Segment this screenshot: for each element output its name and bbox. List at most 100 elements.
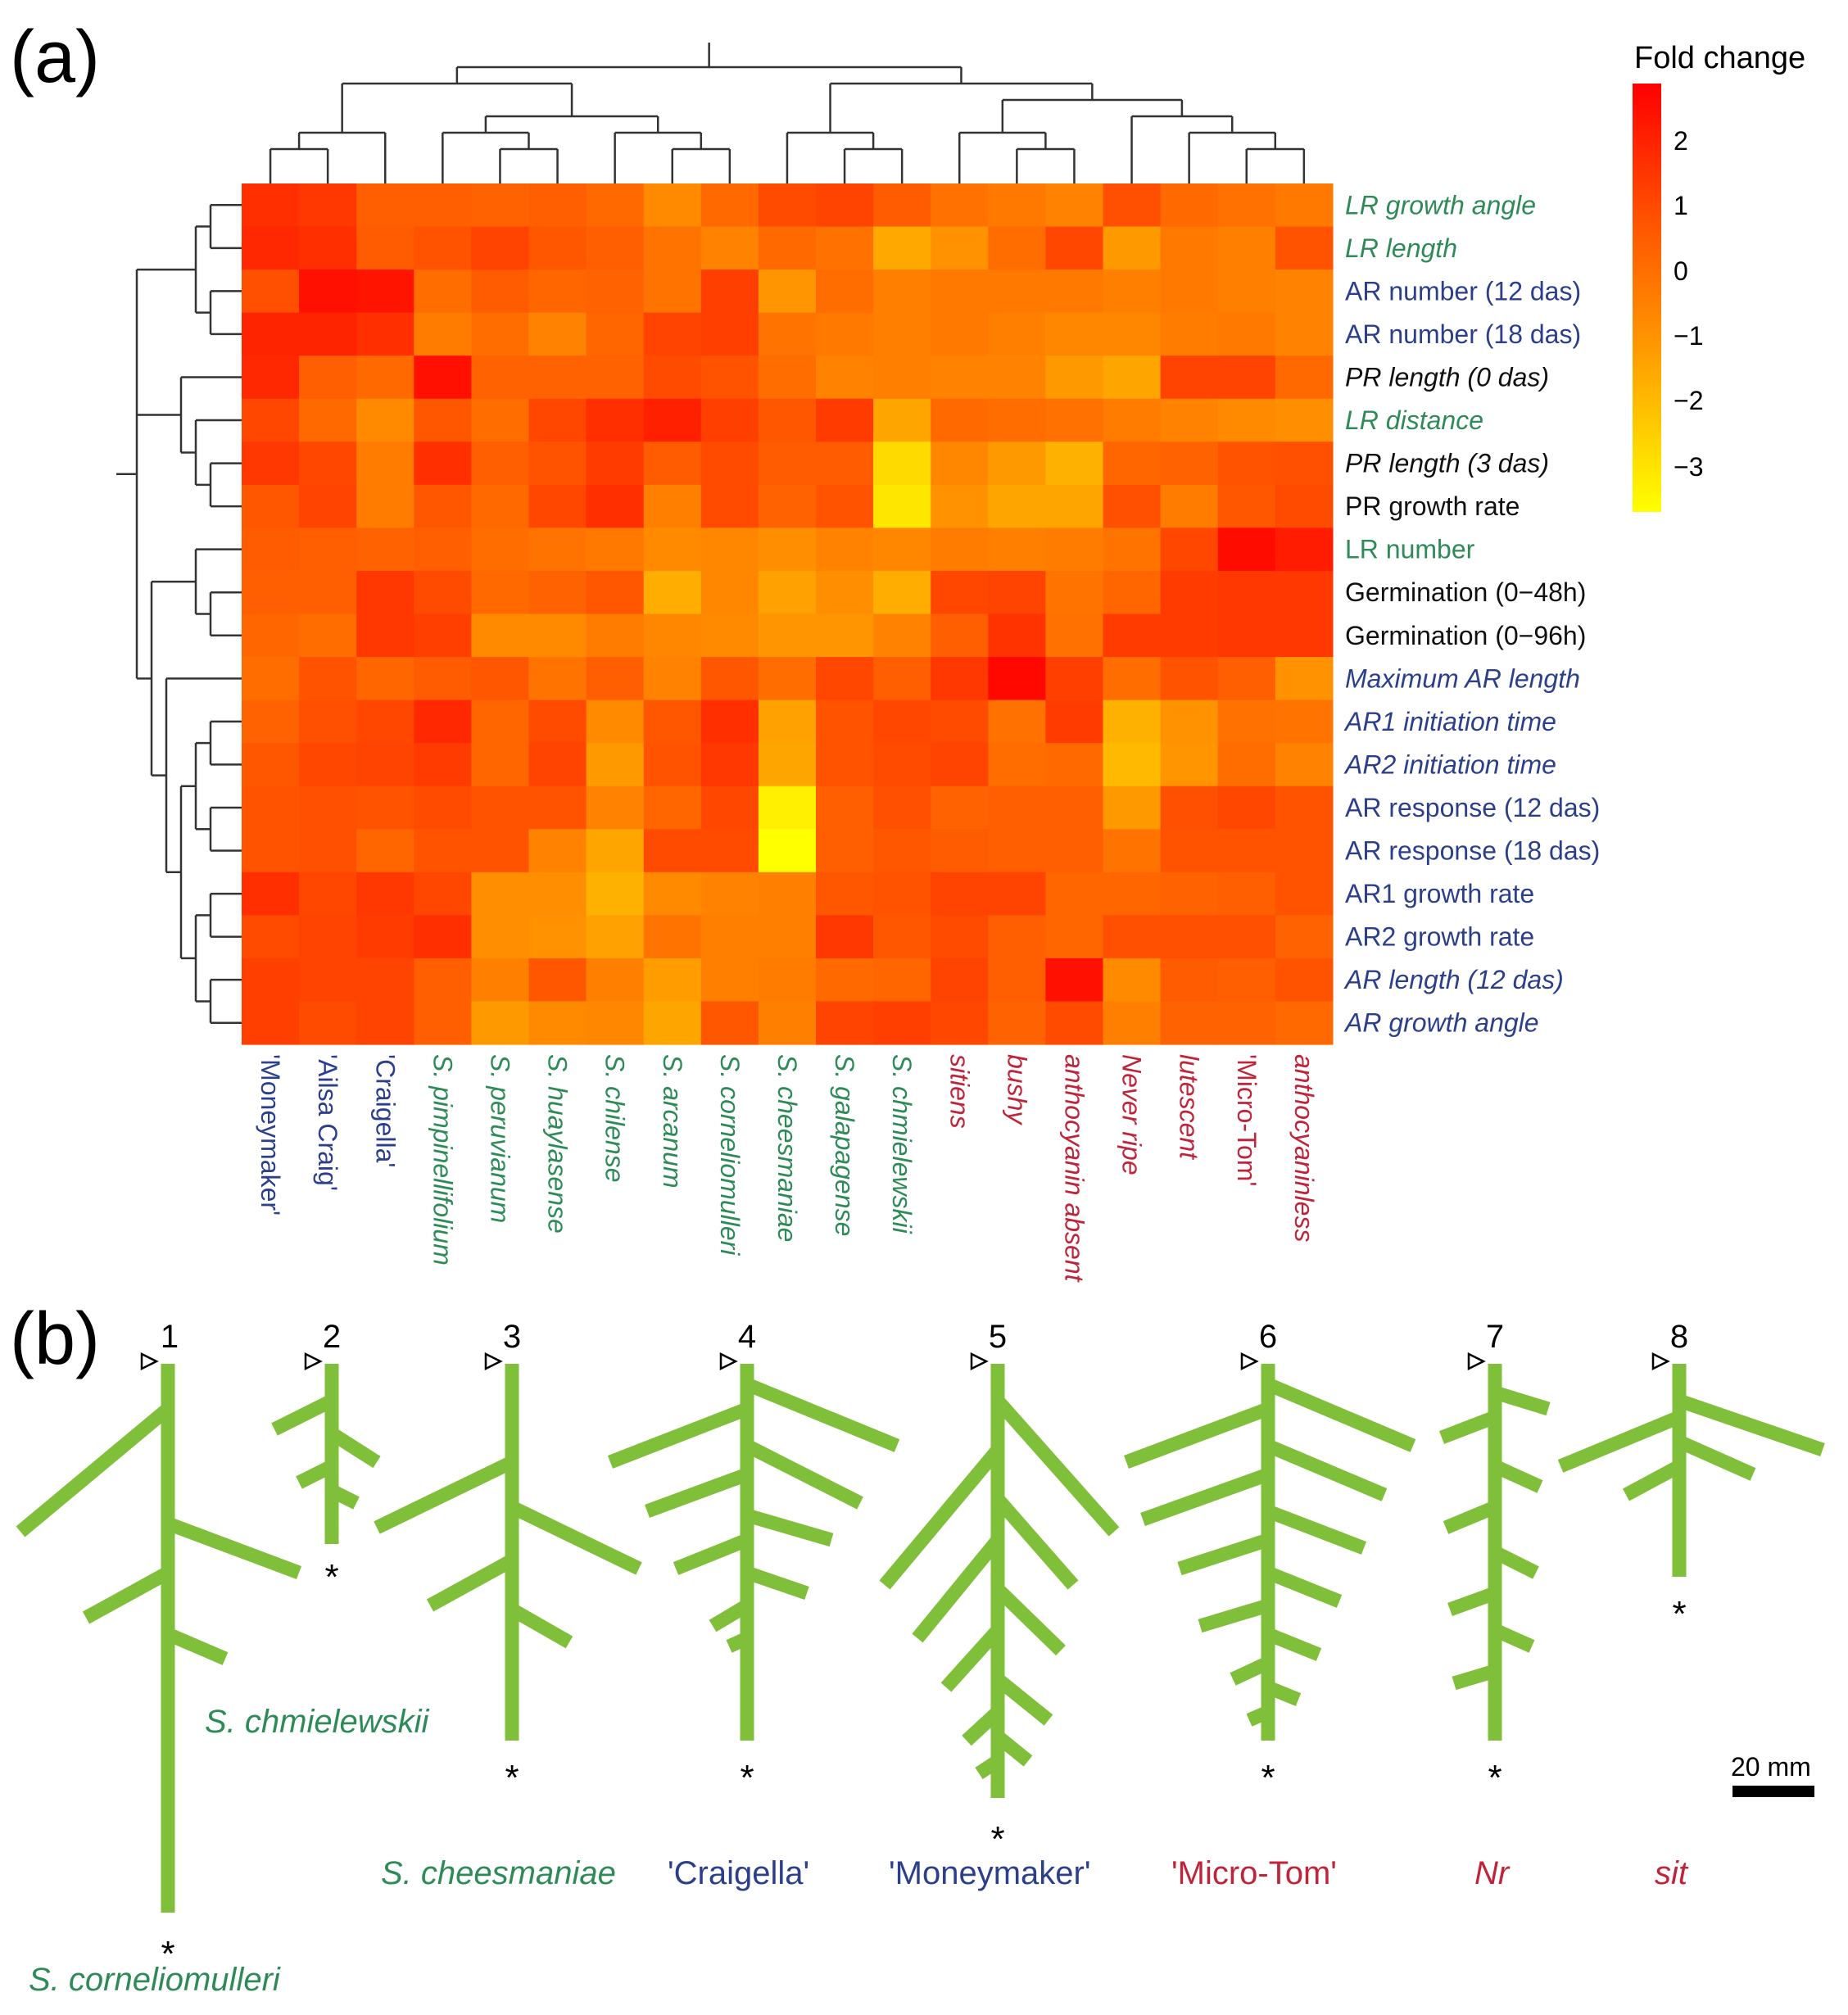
column-label: 'Moneymaker' [256, 1054, 285, 1216]
heatmap-cell-r13-c18 [1275, 743, 1334, 787]
heatmap-cell-r12-c8 [700, 700, 759, 744]
heatmap-cell-r12-c11 [873, 700, 931, 744]
heatmap-cell-r14-c5 [528, 786, 587, 830]
heatmap-cell-r1-c12 [931, 226, 989, 270]
lateral-root [1124, 1402, 1270, 1469]
heatmap-cell-r5-c0 [242, 398, 300, 442]
row-label: AR2 initiation time [1343, 749, 1556, 779]
heatmap-cell-r12-c15 [1103, 700, 1162, 744]
heatmap-cell-r14-c11 [873, 786, 931, 830]
row-labels: LR growth angle LR length AR number (12 da… [1343, 190, 1600, 1037]
heatmap-cell-r11-c8 [700, 657, 759, 701]
root-origin-marker [1467, 1352, 1486, 1371]
heatmap-cell-r17-c6 [586, 915, 645, 959]
root-architectures [16, 1364, 1825, 1913]
heatmap-cell-r13-c9 [758, 743, 817, 787]
lateral-root [975, 1755, 1002, 1780]
heatmap-cell-r19-c0 [242, 1001, 300, 1045]
column-label: S. galapagense [830, 1054, 859, 1236]
heatmap-cell-r16-c12 [931, 872, 989, 916]
heatmap-cell-r11-c2 [356, 657, 414, 701]
heatmap-cell-r12-c17 [1217, 700, 1276, 744]
heatmap-cell-r19-c1 [299, 1001, 357, 1045]
heatmap-cell-r15-c17 [1217, 829, 1276, 873]
heatmap-cell-r19-c12 [931, 1001, 989, 1045]
heatmap-cell-r0-c2 [356, 183, 414, 228]
heatmap-cell-r16-c1 [299, 872, 357, 916]
heatmap-cell-r3-c4 [471, 312, 530, 356]
heatmap-cell-r13-c16 [1160, 743, 1219, 787]
root-number: 8 [1670, 1319, 1688, 1355]
heatmap-cell-r8-c9 [758, 528, 817, 572]
heatmap-cell-r17-c14 [1045, 915, 1104, 959]
heatmap-cell-r2-c2 [356, 269, 414, 314]
heatmap-cell-r8-c4 [471, 528, 530, 572]
heatmap-cell-r3-c6 [586, 312, 645, 356]
heatmap-cell-r2-c8 [700, 269, 759, 314]
panel-a-label: (a) [10, 16, 100, 98]
scale-bar: 20 mm [1731, 1752, 1814, 1797]
heatmap-cell-r13-c5 [528, 743, 587, 787]
heatmap-cell-r12-c10 [816, 700, 874, 744]
heatmap-cell-r8-c3 [414, 528, 472, 572]
heatmap-cell-r15-c1 [299, 829, 357, 873]
heatmap-cell-r10-c4 [471, 614, 530, 658]
heatmap-cell-r11-c17 [1217, 657, 1276, 701]
heatmap-cell-r5-c10 [816, 398, 874, 442]
heatmap-cell-r6-c17 [1217, 441, 1276, 486]
heatmap-cell-r15-c15 [1103, 829, 1162, 873]
heatmap-cell-r14-c15 [1103, 786, 1162, 830]
lateral-root [1198, 1598, 1270, 1633]
color-legend: Fold change 2 1 0 −1 −2 −3 [1633, 41, 1805, 512]
heatmap-cell-r17-c17 [1217, 915, 1276, 959]
heatmap-cell-r5-c7 [643, 398, 702, 442]
heatmap-cell-r12-c5 [528, 700, 587, 744]
heatmap-cell-r4-c8 [700, 355, 759, 400]
heatmap-cell-r18-c6 [586, 958, 645, 1003]
heatmap-cell-r5-c11 [873, 398, 931, 442]
heatmap-cell-r15-c6 [586, 829, 645, 873]
root-origin-marker [970, 1352, 989, 1371]
lateral-root [16, 1403, 173, 1537]
heatmap-cell-r6-c8 [700, 441, 759, 486]
root-tip-star: * [990, 1819, 1004, 1859]
heatmap-cell-r8-c18 [1275, 528, 1334, 572]
lateral-root [744, 1378, 900, 1452]
lateral-root [165, 1628, 229, 1665]
heatmap-cell-r1-c15 [1103, 226, 1162, 270]
heatmap-cell-r9-c0 [242, 570, 300, 615]
column-label: S. corneliomulleri [715, 1054, 745, 1256]
root-genotype-label: Nr [1474, 1855, 1511, 1891]
root-origin-marker [719, 1352, 738, 1371]
heatmap-cell-r9-c8 [700, 570, 759, 615]
heatmap-cell-r10-c10 [816, 614, 874, 658]
heatmap-cell-r1-c9 [758, 226, 817, 270]
heatmap-cell-r17-c8 [700, 915, 759, 959]
root-tip-star: * [1672, 1594, 1686, 1634]
heatmap-cell-r11-c6 [586, 657, 645, 701]
heatmap-cell-r5-c15 [1103, 398, 1162, 442]
row-label: LR distance [1345, 405, 1483, 435]
heatmap-cell-r6-c3 [414, 441, 472, 486]
heatmap-cell-r3-c12 [931, 312, 989, 356]
heatmap-cell-r10-c0 [242, 614, 300, 658]
heatmap-cell-r2-c4 [471, 269, 530, 314]
heatmap-cell-r16-c5 [528, 872, 587, 916]
heatmap-cell-r18-c3 [414, 958, 472, 1003]
heatmap-cell-r10-c1 [299, 614, 357, 658]
root-origin-marker [1651, 1352, 1670, 1371]
heatmap-cell-r5-c13 [988, 398, 1046, 442]
heatmap-cell-r4-c3 [414, 355, 472, 400]
heatmap-cell-r7-c18 [1275, 484, 1334, 528]
lateral-root [296, 1460, 335, 1489]
heatmap-cell-r9-c3 [414, 570, 472, 615]
heatmap-cell-r5-c14 [1045, 398, 1104, 442]
heatmap-cell-r1-c16 [1160, 226, 1219, 270]
heatmap-cell-r10-c7 [643, 614, 702, 658]
heatmap-cell-r2-c6 [586, 269, 645, 314]
heatmap-cell-r14-c10 [816, 786, 874, 830]
lateral-root [912, 1535, 1003, 1643]
row-label: PR length (0 das) [1345, 363, 1549, 392]
heatmap-cell-r5-c6 [586, 398, 645, 442]
heatmap-cell-r8-c10 [816, 528, 874, 572]
